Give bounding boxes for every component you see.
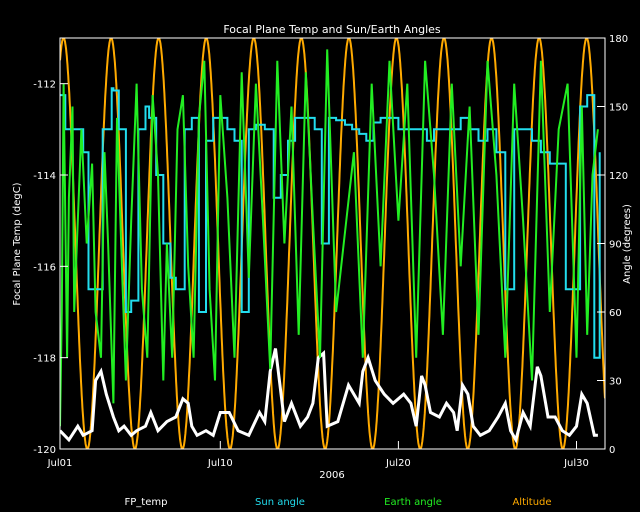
right-y-tick-label: 90 <box>609 240 622 251</box>
right-y-tick-label: 60 <box>609 308 622 319</box>
x-tick-label: Jul10 <box>207 458 233 469</box>
series-group <box>60 38 605 449</box>
right-y-tick-label: 150 <box>609 103 628 114</box>
x-tick-label: Jul01 <box>47 458 73 469</box>
right-y-tick-label: 0 <box>609 445 615 456</box>
y-axis-label-left: Focal Plane Temp (degC) <box>12 182 23 305</box>
legend-item: Altitude <box>512 497 551 508</box>
left-y-tick-label: -116 <box>33 262 56 273</box>
plot-area <box>60 38 605 449</box>
left-y-tick-label: -112 <box>33 80 56 91</box>
chart-title: Focal Plane Temp and Sun/Earth Angles <box>223 23 441 36</box>
x-tick-label: Jul20 <box>385 458 411 469</box>
legend-item: Sun angle <box>255 497 305 508</box>
fp-temp-series-line <box>60 348 598 444</box>
legend: FP_temp Sun angle Earth angle Altitude <box>125 497 552 508</box>
left-y-tick-label: -120 <box>33 445 56 456</box>
legend-item: FP_temp <box>125 497 168 508</box>
left-y-tick-label: -114 <box>33 171 56 182</box>
right-y-tick-label: 120 <box>609 171 628 182</box>
left-y-tick-label: -118 <box>33 354 56 365</box>
y-axis-label-right: Angle (degrees) <box>622 204 633 284</box>
right-y-tick-label: 30 <box>609 377 622 388</box>
x-axis-label: 2006 <box>319 470 344 481</box>
right-y-tick-label: 180 <box>609 34 628 45</box>
x-tick-label: Jul30 <box>563 458 589 469</box>
legend-item: Earth angle <box>384 497 442 508</box>
earth-angle-series-line <box>60 49 599 427</box>
axes: -112 -114 -116 -118 -120 180 150 120 90 60 30 0 Jul0… <box>33 34 628 469</box>
